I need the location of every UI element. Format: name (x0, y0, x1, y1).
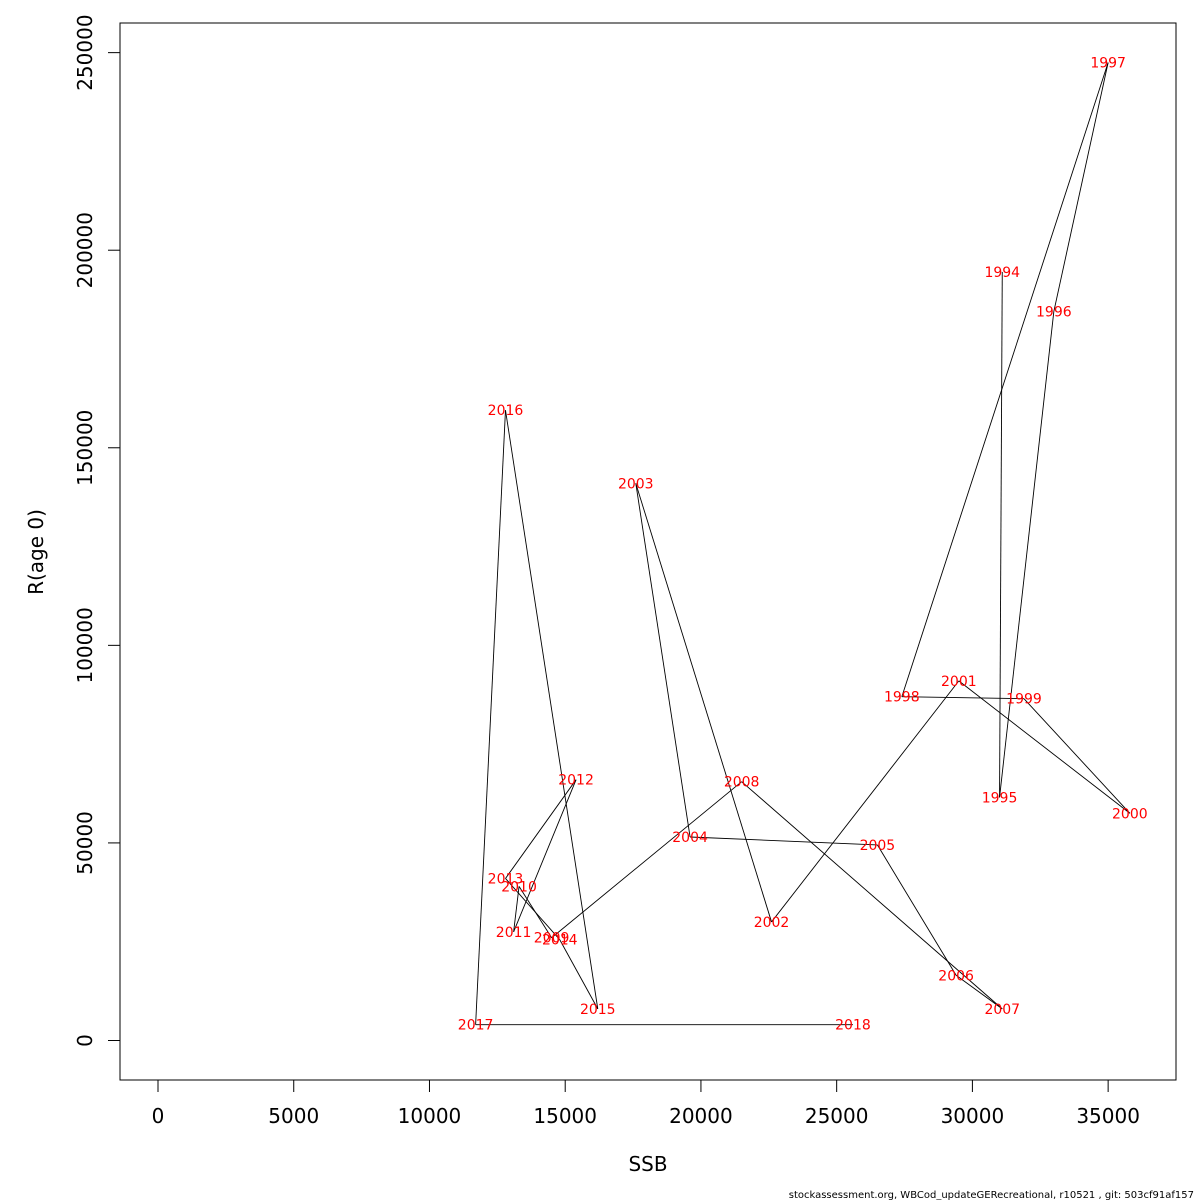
point-label-2013: 2013 (488, 871, 524, 887)
point-label-1995: 1995 (982, 790, 1018, 806)
segment-2007-2008 (741, 781, 1003, 1010)
point-label-1999: 1999 (1006, 692, 1042, 708)
plot-frame (119, 22, 1177, 1081)
point-label-1998: 1998 (884, 690, 920, 706)
point-label-2005: 2005 (860, 838, 896, 854)
point-label-1996: 1996 (1036, 304, 1072, 320)
x-tick-label: 5000 (268, 1104, 319, 1128)
point-label-2001: 2001 (941, 674, 977, 690)
segment-2001-2002 (771, 680, 960, 923)
x-tick-label: 0 (152, 1104, 165, 1128)
segment-2010-2011 (513, 886, 520, 932)
segment-2016-2017 (475, 410, 506, 1025)
point-label-2017: 2017 (458, 1018, 494, 1034)
y-axis-title: R(age 0) (24, 509, 48, 595)
point-label-2012: 2012 (558, 773, 594, 789)
segment-2012-2013 (505, 779, 577, 879)
segment-1999-2000 (1023, 698, 1131, 814)
point-labels: 1994 1995 1996 1997 1998 1999 2000 2001 2002 2003… (458, 56, 1148, 1034)
segment-1995-1996 (999, 311, 1055, 798)
segment-1998-1999 (901, 696, 1024, 700)
point-label-2009: 2009 (534, 931, 570, 947)
footer-credit: stockassessment.org, WBCod_updateGERecre… (789, 1190, 1194, 1200)
segment-2008-2009 (551, 781, 742, 939)
y-axis: 0 50000 100000 150000 200000 250000 (73, 14, 121, 1047)
segment-1994-1995 (999, 271, 1003, 798)
x-tick-label: 25000 (805, 1104, 869, 1128)
point-label-2010: 2010 (501, 879, 537, 895)
point-label-2006: 2006 (938, 968, 974, 984)
y-tick-label: 50000 (73, 811, 97, 875)
segment-2013-2014 (505, 878, 561, 941)
point-label-2011: 2011 (496, 925, 532, 941)
point-label-2003: 2003 (618, 476, 654, 492)
point-label-2000: 2000 (1112, 806, 1148, 822)
point-label-2014: 2014 (542, 933, 578, 949)
x-axis-title: SSB (628, 1152, 667, 1176)
point-label-2016: 2016 (488, 403, 524, 419)
x-tick-label: 15000 (533, 1104, 597, 1128)
x-tick-label: 35000 (1076, 1104, 1140, 1128)
segment-1997-1998 (901, 62, 1109, 697)
segment-2011-2012 (513, 779, 577, 932)
segment-2014-2015 (559, 939, 599, 1010)
y-tick-label: 150000 (73, 410, 97, 486)
segment-2004-2005 (690, 836, 878, 846)
x-tick-label: 30000 (941, 1104, 1005, 1128)
y-tick-label: 250000 (73, 14, 97, 90)
point-label-2002: 2002 (754, 915, 790, 931)
point-label-1994: 1994 (984, 265, 1020, 281)
point-label-2015: 2015 (580, 1002, 616, 1018)
series-path (475, 62, 1131, 1026)
segment-2015-2016 (505, 410, 599, 1009)
x-axis: 0 5000 10000 15000 20000 25000 30000 35000 (152, 1079, 1140, 1128)
point-label-2007: 2007 (984, 1002, 1020, 1018)
segment-2000-2001 (958, 680, 1131, 814)
segment-2002-2003 (635, 483, 772, 923)
point-label-2004: 2004 (672, 830, 708, 846)
x-tick-label: 20000 (669, 1104, 733, 1128)
segment-2005-2006 (877, 844, 957, 976)
point-label-1997: 1997 (1090, 56, 1126, 72)
point-label-2008: 2008 (724, 775, 760, 791)
y-tick-label: 100000 (73, 607, 97, 683)
segment-2006-2007 (955, 974, 1003, 1010)
x-tick-label: 10000 (398, 1104, 462, 1128)
y-tick-label: 200000 (73, 212, 97, 288)
segment-1996-1997 (1053, 62, 1109, 312)
point-label-2018: 2018 (835, 1018, 871, 1034)
segment-2003-2004 (635, 483, 691, 838)
y-tick-label: 0 (73, 1034, 97, 1047)
